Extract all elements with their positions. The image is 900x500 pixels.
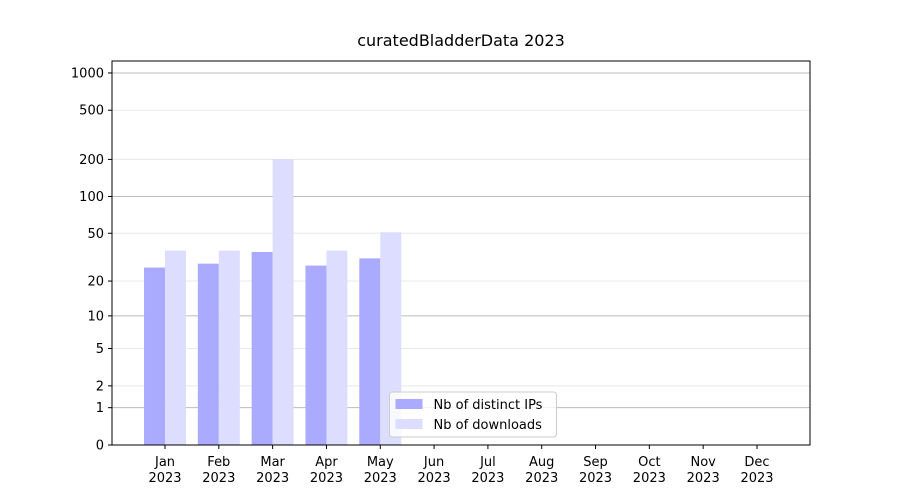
- x-tick-label: 2023: [687, 471, 720, 486]
- x-tick-label: 2023: [310, 471, 343, 486]
- bar: [218, 250, 240, 445]
- y-tick-label: 20: [87, 275, 104, 290]
- x-tick-label: Jul: [479, 455, 496, 470]
- x-tick-label: 2023: [148, 471, 181, 486]
- x-tick-label: Aug: [529, 455, 554, 470]
- chart-title: curatedBladderData 2023: [357, 31, 565, 50]
- y-tick-label: 2: [96, 379, 104, 394]
- y-tick-label: 5: [96, 342, 104, 357]
- x-tick-label: Jun: [423, 455, 444, 470]
- y-tick-label: 500: [79, 104, 104, 119]
- x-tick-label: 2023: [418, 471, 451, 486]
- x-tick-label: Nov: [690, 455, 716, 470]
- x-tick-label: 2023: [740, 471, 773, 486]
- x-tick-label: 2023: [364, 471, 397, 486]
- bar: [197, 263, 219, 445]
- y-tick-label: 200: [79, 153, 104, 168]
- x-tick-label: 2023: [525, 471, 558, 486]
- x-tick-label: 2023: [202, 471, 235, 486]
- legend-label: Nb of downloads: [434, 418, 543, 433]
- x-tick-label: 2023: [256, 471, 289, 486]
- bar: [326, 250, 348, 445]
- legend-box: [389, 391, 557, 438]
- y-tick-label: 1000: [71, 66, 104, 81]
- bar: [165, 250, 186, 445]
- legend-swatch: [395, 419, 423, 429]
- x-tick-label: 2023: [579, 471, 612, 486]
- y-tick-label: 1: [96, 401, 104, 416]
- y-tick-label: 50: [87, 227, 104, 242]
- bar: [144, 267, 166, 445]
- bar: [359, 258, 381, 445]
- bar: [251, 252, 273, 445]
- x-tick-label: 2023: [633, 471, 666, 486]
- bar: [272, 159, 294, 445]
- legend-label: Nb of distinct IPs: [434, 398, 543, 413]
- x-tick-label: Apr: [315, 455, 338, 470]
- x-tick-label: Dec: [744, 455, 769, 470]
- legend: Nb of distinct IPs Nb of downloads: [389, 391, 557, 438]
- plot-frame: [111, 60, 811, 446]
- x-tick-label: May: [367, 455, 394, 470]
- x-tick-label: 2023: [471, 471, 504, 486]
- legend-swatch: [395, 399, 423, 409]
- y-tick-label: 10: [87, 309, 104, 324]
- x-tick-label: Mar: [260, 455, 285, 470]
- bar: [305, 265, 327, 445]
- y-tick-label: 0: [96, 439, 104, 454]
- x-tick-label: Feb: [207, 455, 230, 470]
- x-tick-label: Oct: [638, 455, 660, 470]
- x-tick-label: Sep: [583, 455, 608, 470]
- x-tick-label: Jan: [154, 455, 175, 470]
- y-tick-label: 100: [79, 190, 104, 205]
